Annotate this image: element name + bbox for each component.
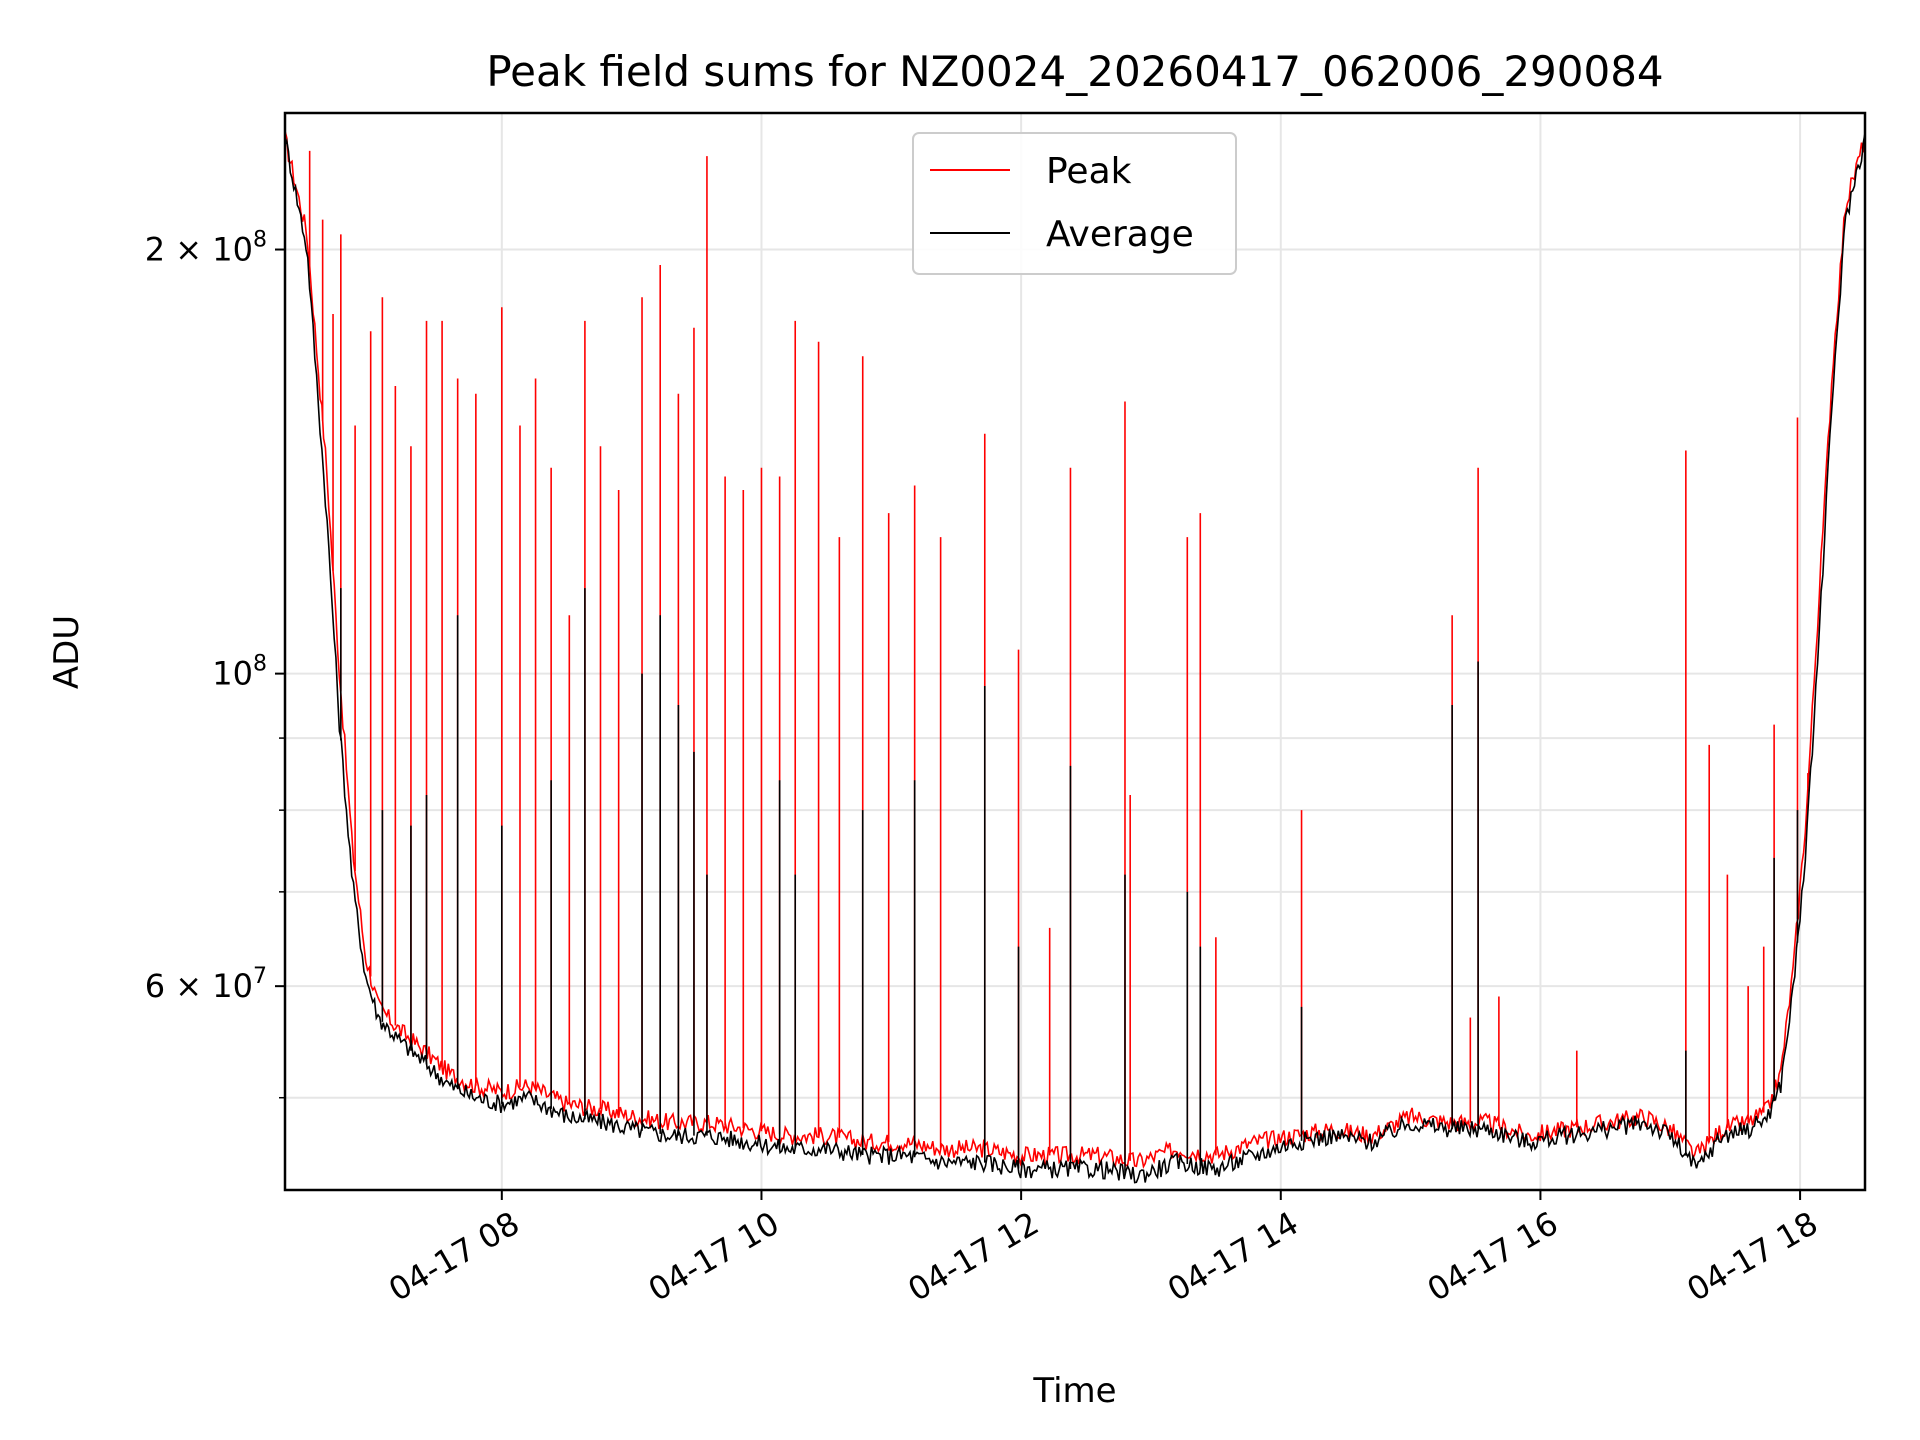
- y-tick-label: 6 × 107: [145, 964, 267, 1005]
- y-axis-title: ADU: [47, 615, 87, 689]
- series-line: [285, 130, 1865, 1169]
- y-tick-exponent: 8: [253, 228, 267, 253]
- chart-title: Peak field sums for NZ0024_20260417_0620…: [486, 47, 1663, 96]
- series-average: [285, 132, 1865, 1184]
- series-line: [285, 132, 1865, 1184]
- y-tick-exponent: 8: [253, 652, 267, 677]
- legend: Peak Average: [912, 132, 1237, 275]
- legend-box: [912, 132, 1237, 275]
- y-tick-mantissa: 10: [212, 655, 253, 693]
- plot-series: [285, 130, 1865, 1184]
- legend-peak-label: Peak: [1046, 151, 1132, 192]
- y-tick-label: 2 × 108: [145, 228, 267, 269]
- legend-average-label: Average: [1046, 214, 1194, 255]
- y-tick-label: 108: [212, 652, 267, 693]
- y-tick-mantissa: 6 × 10: [145, 967, 253, 1005]
- y-tick-exponent: 7: [253, 964, 267, 989]
- x-axis-title: Time: [1032, 1371, 1116, 1411]
- y-tick-mantissa: 2 × 10: [145, 231, 253, 269]
- plot-frame: [283, 111, 1867, 1192]
